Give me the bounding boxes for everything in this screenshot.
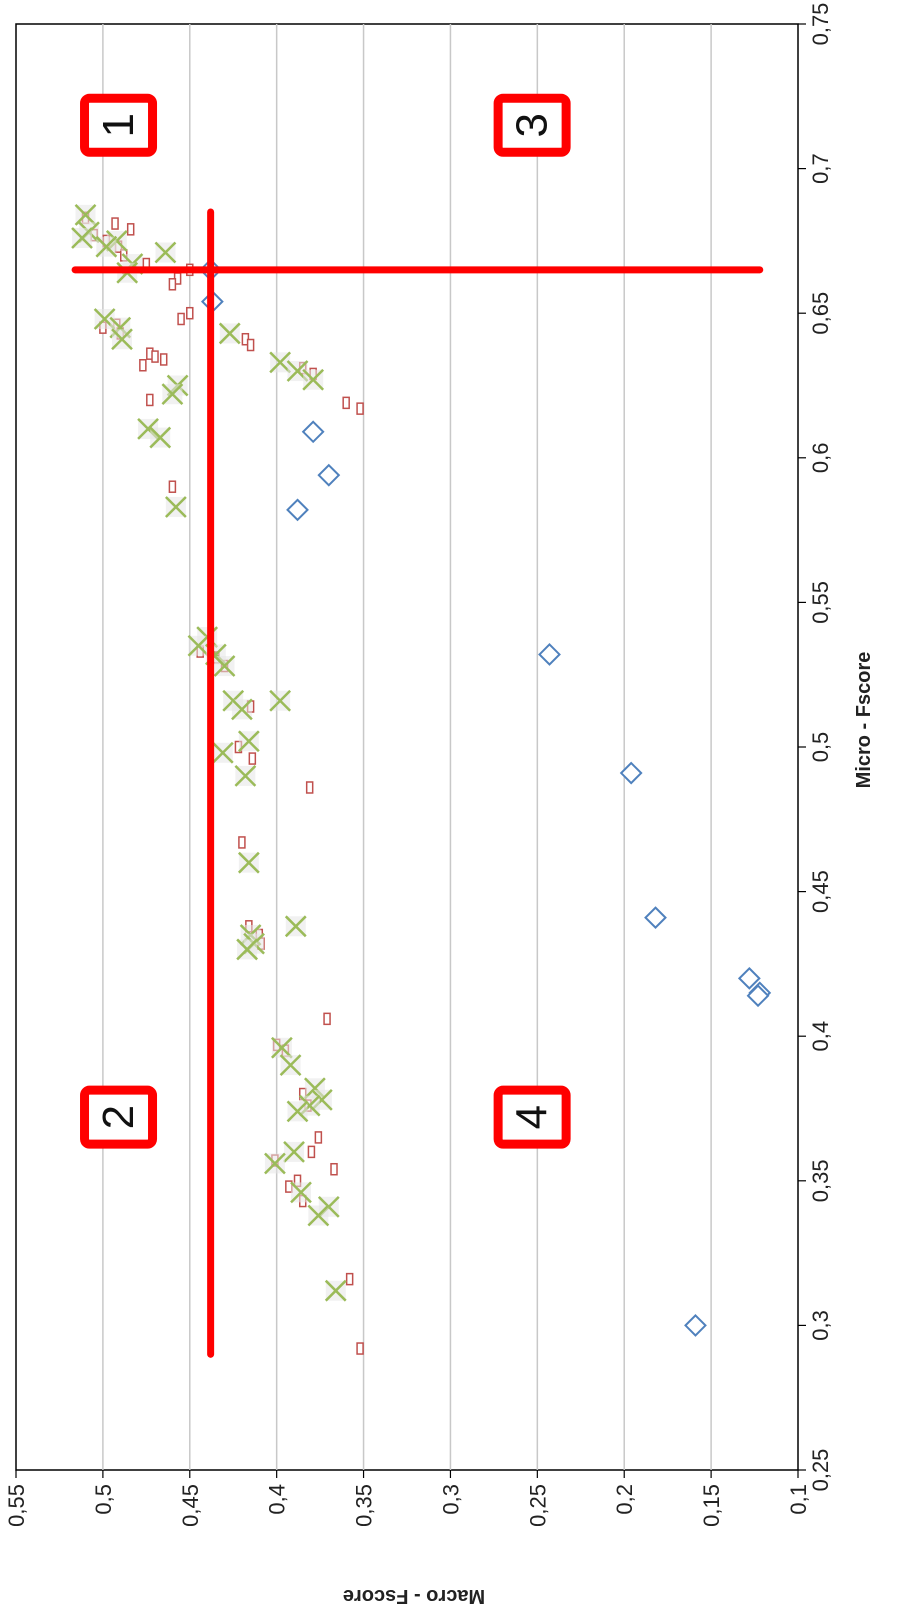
diamond-point <box>684 1313 707 1337</box>
square-point <box>323 1012 331 1026</box>
x-tick-label: 0,45 <box>808 870 833 913</box>
y-tick-label: 0,25 <box>525 1484 550 1527</box>
x-tick-label: 0,3 <box>808 1310 833 1341</box>
quadrant-label-2: 2 <box>80 1085 158 1149</box>
cross-point <box>213 655 236 677</box>
cross-point <box>74 203 97 226</box>
square-point <box>159 353 168 366</box>
square-point <box>356 402 364 415</box>
svg-text:4: 4 <box>508 1105 557 1129</box>
y-tick-label: 0,45 <box>178 1484 203 1527</box>
x-tick-label: 0,7 <box>808 153 833 184</box>
square-point <box>342 396 350 410</box>
diamond-point <box>737 966 761 990</box>
square-point <box>305 781 314 794</box>
quadrant-label-1: 1 <box>80 93 158 157</box>
diamond-point <box>301 420 325 444</box>
square-point <box>238 836 246 849</box>
square-point <box>307 1145 316 1159</box>
svg-text:1: 1 <box>94 113 143 137</box>
square-point <box>248 752 257 765</box>
cross-point <box>286 360 309 382</box>
cross-point <box>111 328 133 351</box>
cross-point <box>307 1204 330 1227</box>
square-point <box>330 1162 338 1176</box>
svg-text:2: 2 <box>94 1105 143 1129</box>
cross-point <box>187 634 210 657</box>
square-point <box>139 359 147 372</box>
cross-point <box>161 383 184 406</box>
cross-point <box>302 368 325 391</box>
quadrant-label-4: 4 <box>493 1085 571 1149</box>
cross-point <box>231 698 253 721</box>
tick-labels: 0,1 0,15 0,2 0,25 0,3 0,35 0,4 0,45 0,5 0,55 0,25 0… <box>4 3 833 1527</box>
y-tick-label: 0,5 <box>91 1484 116 1515</box>
diamond-point <box>644 906 667 930</box>
y-tick-label: 0,1 <box>786 1484 811 1515</box>
square-point <box>151 350 159 363</box>
x-tick-label: 0,35 <box>808 1159 833 1202</box>
cross-point <box>290 1181 312 1204</box>
cross-point <box>95 235 118 258</box>
cross-point <box>71 227 93 249</box>
cross-point <box>270 1036 293 1059</box>
square-point <box>126 223 135 236</box>
cross-point <box>211 741 234 764</box>
cross-point <box>284 915 307 938</box>
cross-point <box>237 730 260 753</box>
x-tick-label: 0,65 <box>808 292 833 335</box>
cross-point <box>264 1152 286 1175</box>
diamond-point <box>317 463 341 487</box>
square-point <box>168 480 177 493</box>
cross-point <box>324 1279 347 1302</box>
x-tick-label: 0,4 <box>808 1021 833 1052</box>
svg-text:3: 3 <box>508 113 557 137</box>
diamond-point <box>538 643 561 666</box>
square-point <box>356 1342 364 1355</box>
square-point <box>314 1131 323 1144</box>
x-axis-title: Micro - Fscore <box>853 652 875 789</box>
cross-point <box>237 851 260 874</box>
square-point <box>177 312 185 326</box>
square-point <box>186 306 194 320</box>
plot-area <box>15 23 799 1471</box>
y-tick-label: 0,55 <box>4 1484 29 1527</box>
y-tick-label: 0,3 <box>438 1484 463 1515</box>
square-point <box>111 217 119 230</box>
y-tick-label: 0,35 <box>352 1484 377 1527</box>
y-tick-label: 0,2 <box>612 1484 637 1515</box>
cross-point <box>283 1140 305 1163</box>
cross-point <box>154 241 177 264</box>
cross-point <box>279 1054 302 1077</box>
x-tick-label: 0,25 <box>808 1449 833 1492</box>
diamond-point <box>286 498 309 522</box>
quadrant-label-3: 3 <box>493 93 571 157</box>
y-tick-label: 0,15 <box>699 1484 724 1527</box>
cross-point <box>236 938 259 961</box>
quadrant-labels: 1 3 2 4 <box>80 93 571 1149</box>
cross-point <box>164 496 187 518</box>
reference-lines <box>71 208 764 1358</box>
square-point <box>246 338 255 352</box>
square-point <box>146 393 154 407</box>
x-tick-label: 0,55 <box>808 581 833 624</box>
cross-point <box>234 765 257 787</box>
cross-point <box>218 322 241 345</box>
square-point <box>345 1272 354 1286</box>
cross-point <box>149 426 172 449</box>
diamond-point <box>746 984 770 1008</box>
square-point <box>168 278 177 291</box>
x-tick-label: 0,5 <box>808 732 833 763</box>
x-tick-label: 0,75 <box>808 3 833 46</box>
x-tick-label: 0,6 <box>808 443 833 474</box>
y-tick-label: 0,4 <box>265 1484 290 1515</box>
y-axis-title: Macro - Fscore <box>343 1585 485 1607</box>
cross-point <box>286 1100 309 1123</box>
cross-point <box>269 689 292 712</box>
diamond-point <box>619 761 643 785</box>
cross-point <box>269 351 292 374</box>
